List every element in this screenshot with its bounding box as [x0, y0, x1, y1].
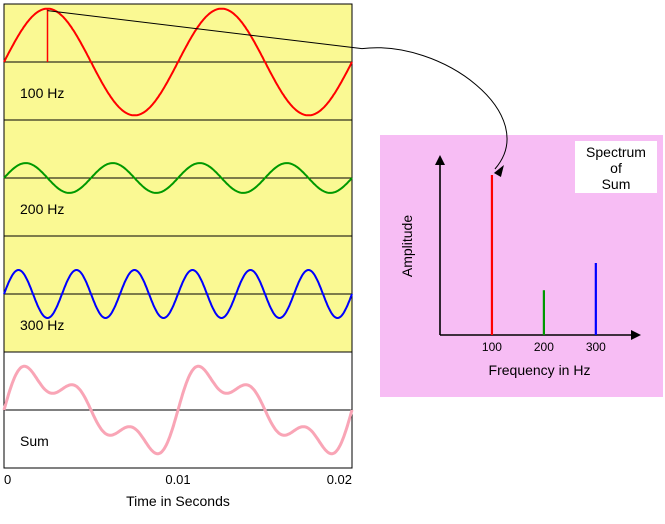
wave-label-0: 100 Hz: [20, 85, 64, 101]
spectrum-title-l3: Sum: [602, 176, 631, 192]
xtick-0: 0: [4, 472, 11, 487]
spectrum-xtick-200: 200: [534, 340, 554, 354]
spectrum-title-l2: of: [610, 160, 622, 176]
xtick-0.02: 0.02: [327, 472, 352, 487]
spectrum-ylabel: Amplitude: [399, 215, 415, 277]
wave-label-2: 300 Hz: [20, 317, 64, 333]
time-axis-label: Time in Seconds: [126, 493, 230, 509]
wave-label-1: 200 Hz: [20, 201, 64, 217]
spectrum-xtick-100: 100: [482, 340, 502, 354]
spectrum-title-l1: Spectrum: [586, 144, 646, 160]
spectrum-xtick-300: 300: [586, 340, 606, 354]
xtick-0.01: 0.01: [165, 472, 190, 487]
spectrum-xlabel: Frequency in Hz: [489, 362, 591, 378]
wave-label-3: Sum: [20, 433, 49, 449]
